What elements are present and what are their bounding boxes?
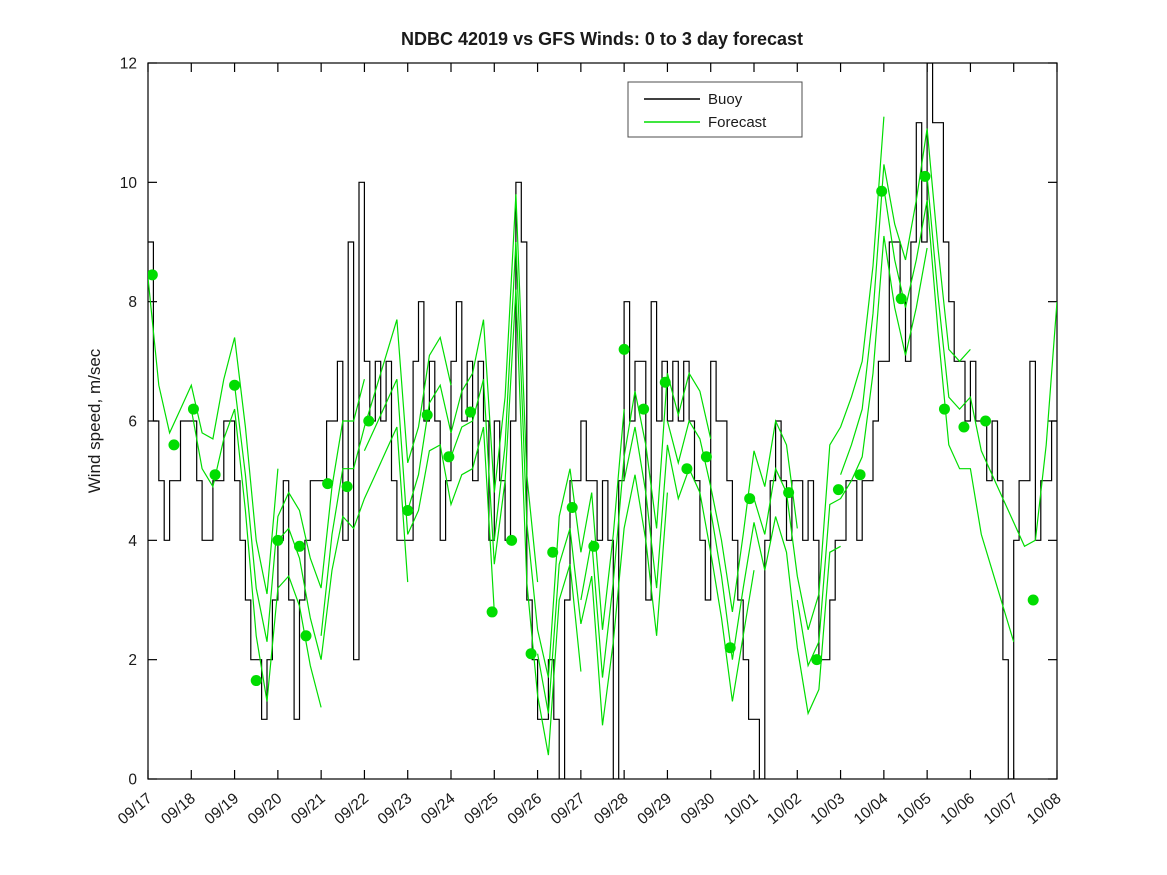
x-tick-label: 10/02 xyxy=(764,790,805,828)
forecast-marker-dot xyxy=(811,654,823,666)
forecast-marker-dot xyxy=(300,630,312,642)
forecast-marker-dot xyxy=(229,379,241,391)
forecast-marker-dot xyxy=(464,406,476,418)
x-tick-label: 09/30 xyxy=(678,790,719,828)
y-tick-label: 2 xyxy=(128,652,137,669)
forecast-marker-dot xyxy=(209,469,221,481)
forecast-marker-dot xyxy=(486,606,498,618)
x-tick-label: 09/28 xyxy=(591,790,632,828)
forecast-marker-dot xyxy=(919,170,931,182)
forecast-run-line xyxy=(148,277,279,595)
forecast-marker-dot xyxy=(341,481,353,493)
plot-area xyxy=(148,63,1057,779)
forecast-run-line xyxy=(190,408,322,708)
forecast-run-line xyxy=(363,378,495,612)
x-tick-label: 09/22 xyxy=(331,790,372,828)
x-tick-label: 10/07 xyxy=(981,790,1022,828)
forecast-marker-dot xyxy=(588,540,600,552)
forecast-marker-dot xyxy=(681,463,693,475)
forecast-marker-dot xyxy=(322,478,334,490)
x-tick-label: 09/21 xyxy=(288,790,329,828)
forecast-run-line xyxy=(666,418,798,612)
x-tick-label: 10/06 xyxy=(937,790,978,828)
forecast-marker-dot xyxy=(618,343,630,355)
x-tick-label: 09/24 xyxy=(418,790,459,828)
forecast-marker-dot xyxy=(980,415,992,427)
forecast-marker-dot xyxy=(783,487,795,499)
x-tick-label: 09/25 xyxy=(461,790,502,828)
y-tick-label: 4 xyxy=(128,533,137,550)
x-tick-label: 10/01 xyxy=(721,790,762,828)
forecast-marker-dot xyxy=(506,534,518,546)
forecast-marker-dot xyxy=(958,421,970,433)
forecast-run-line xyxy=(580,371,712,678)
forecast-marker-dot xyxy=(272,534,284,546)
x-tick-label: 09/17 xyxy=(115,790,156,828)
x-tick-label: 09/18 xyxy=(158,790,199,828)
forecast-marker-dot xyxy=(294,540,305,552)
legend-forecast-label: Forecast xyxy=(708,114,767,131)
forecast-run-line xyxy=(840,128,971,475)
forecast-marker-dot xyxy=(638,403,650,415)
forecast-run-line xyxy=(753,116,885,630)
forecast-run-line xyxy=(796,235,928,668)
x-tick-label: 09/20 xyxy=(245,790,286,828)
forecast-marker-dot xyxy=(1027,594,1039,606)
forecast-marker-dot xyxy=(402,505,414,516)
forecast-marker-dot xyxy=(876,185,888,197)
forecast-run-line xyxy=(450,289,582,756)
buoy-series-line xyxy=(148,63,1057,779)
forecast-marker-dot xyxy=(566,502,578,514)
forecast-run-line xyxy=(537,474,668,726)
forecast-marker-dot xyxy=(187,403,199,415)
forecast-run-line xyxy=(493,241,625,678)
legend-buoy-label: Buoy xyxy=(708,91,743,108)
y-tick-label: 6 xyxy=(128,414,137,431)
forecast-marker-dot xyxy=(700,451,712,463)
forecast-run-line xyxy=(926,176,1057,548)
x-tick-label: 10/05 xyxy=(894,790,935,828)
forecast-marker-dot xyxy=(854,469,866,481)
forecast-marker-dot xyxy=(443,451,455,463)
forecast-marker-dot xyxy=(547,546,559,558)
forecast-marker-dot xyxy=(363,415,375,427)
legend: Buoy Forecast xyxy=(627,81,803,138)
series-layer xyxy=(148,63,1057,779)
x-tick-label: 10/08 xyxy=(1024,790,1065,828)
y-tick-label: 0 xyxy=(128,772,137,789)
x-tick-label: 09/23 xyxy=(375,790,416,828)
y-axis-label: Wind speed, m/sec xyxy=(85,348,104,493)
x-tick-label: 09/19 xyxy=(201,790,242,828)
forecast-marker-dot xyxy=(168,439,180,451)
y-tick-label: 10 xyxy=(120,175,138,192)
forecast-run-line xyxy=(277,426,409,660)
y-tick-label: 8 xyxy=(128,294,137,311)
forecast-marker-dot xyxy=(659,376,671,388)
forecast-marker-dot xyxy=(525,648,537,660)
forecast-marker-dot xyxy=(895,293,907,305)
forecast-marker-dot xyxy=(421,409,433,421)
forecast-marker-dot xyxy=(744,493,756,505)
x-tick-label: 10/04 xyxy=(851,790,892,828)
x-tick-label: 09/27 xyxy=(548,790,589,828)
y-tick-label: 12 xyxy=(120,56,137,73)
chart-title: NDBC 42019 vs GFS Winds: 0 to 3 day fore… xyxy=(401,29,803,49)
x-tick-label: 09/26 xyxy=(504,790,545,828)
forecast-run-line xyxy=(710,510,841,716)
legend-box xyxy=(627,81,803,138)
forecast-marker-dot xyxy=(250,675,262,687)
x-tick-label: 10/03 xyxy=(807,790,848,828)
forecast-marker-dot xyxy=(148,269,158,281)
forecast-run-line xyxy=(407,194,539,583)
forecast-marker-dot xyxy=(832,484,844,496)
x-tick-label: 09/29 xyxy=(634,790,675,828)
forecast-marker-dot xyxy=(938,403,950,415)
forecast-run-line xyxy=(883,188,1015,642)
forecast-run-line xyxy=(234,379,365,642)
forecast-run-line xyxy=(320,319,452,636)
forecast-marker-dot xyxy=(724,642,736,654)
